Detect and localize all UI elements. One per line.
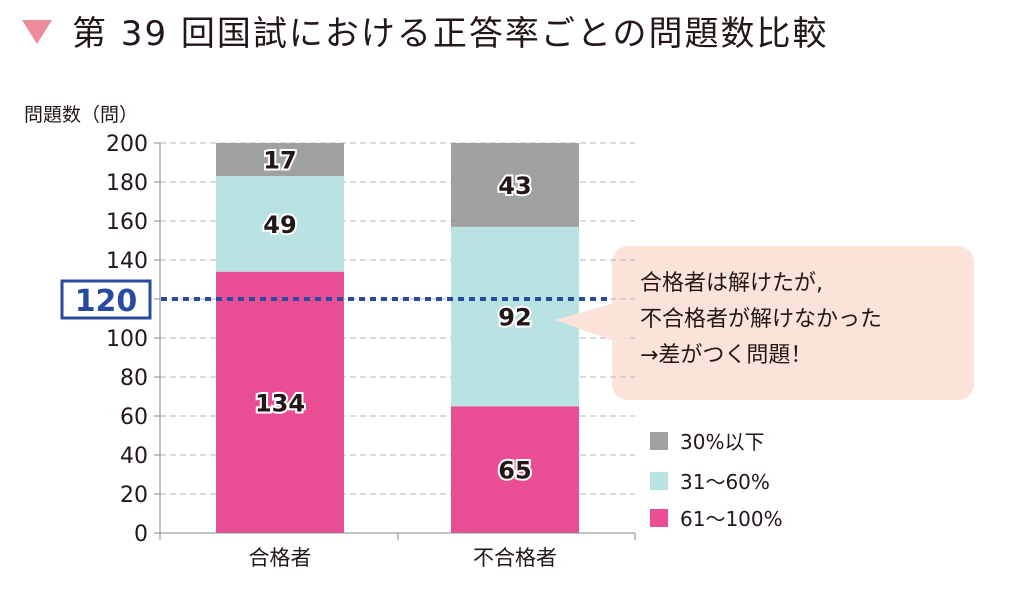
bar-segment [216, 143, 344, 177]
y-tick-label: 60 [120, 405, 148, 430]
bar-segment [451, 143, 579, 227]
y-tick-label: 140 [106, 249, 148, 274]
data-label: 92 [498, 304, 531, 332]
callout: 合格者は解けたが, 不合格者が解けなかった →差がつく問題！ [612, 246, 974, 400]
data-label: 65 [498, 457, 531, 485]
bar-segment [216, 271, 344, 533]
x-tick-label: 不合格者 [473, 546, 557, 570]
y-tick-label: 200 [106, 132, 148, 157]
page-title: 第 39 回国試における正答率ごとの問題数比較 [72, 14, 829, 54]
legend-item: 30%以下 [650, 426, 764, 455]
y-tick-label: 40 [120, 444, 148, 469]
y-axis-label: 問題数（問） [24, 104, 139, 126]
legend-item: 61〜100% [650, 503, 783, 532]
y-tick-label: 20 [120, 483, 148, 508]
triangle-icon [22, 20, 52, 44]
callout-line: →差がつく問題！ [640, 343, 813, 368]
callout-pointer [555, 300, 625, 345]
reference-label: 120 [75, 284, 138, 319]
legend-label: 61〜100% [680, 507, 783, 531]
callout-line: 不合格者が解けなかった [640, 307, 883, 332]
y-tick-label: 100 [106, 327, 148, 352]
legend-label: 30%以下 [680, 430, 765, 454]
data-label: 49 [263, 211, 296, 239]
legend-label: 31〜60% [680, 470, 770, 494]
y-tick-label: 180 [106, 171, 148, 196]
callout-line: 合格者は解けたが, [640, 271, 823, 296]
reference-label-box [60, 279, 152, 320]
legend-swatch [650, 508, 668, 527]
data-label: 43 [498, 172, 531, 200]
legend-item: 31〜60% [650, 466, 770, 495]
data-label: 134 [255, 389, 305, 417]
data-label: 17 [263, 147, 296, 175]
bar-segment [451, 226, 579, 407]
y-tick-label: 80 [120, 366, 148, 391]
legend-swatch [650, 471, 668, 490]
y-tick-label: 160 [106, 210, 148, 235]
bar-segment [451, 406, 579, 533]
bar-segment [216, 176, 344, 272]
x-tick-label: 合格者 [249, 546, 312, 570]
legend-swatch [650, 431, 668, 450]
y-tick-label: 0 [134, 522, 148, 547]
